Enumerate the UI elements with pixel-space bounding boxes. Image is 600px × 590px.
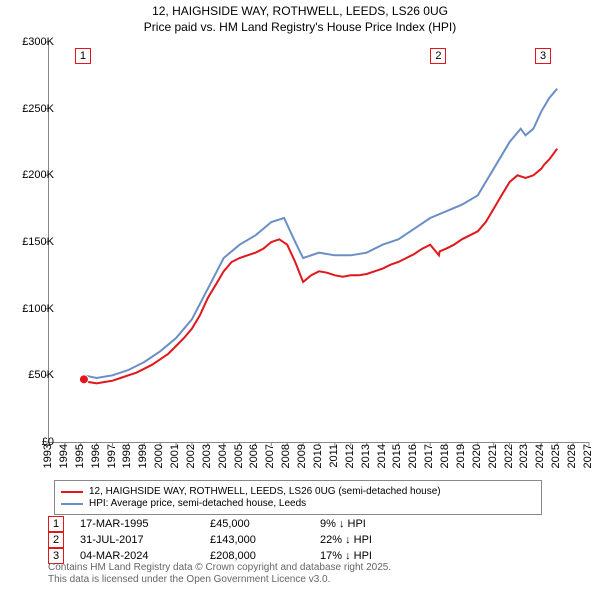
xtick-label: 2014: [376, 444, 388, 468]
legend-row-price: 12, HAIGHSIDE WAY, ROTHWELL, LEEDS, LS26…: [61, 486, 535, 497]
xtick-label: 2024: [534, 444, 546, 468]
title-line2: Price paid vs. HM Land Registry's House …: [0, 20, 600, 36]
chart-marker-1: 1: [75, 48, 91, 64]
xtick-label: 2019: [455, 444, 467, 468]
data-row-pct: 9% ↓ HPI: [320, 518, 366, 530]
xtick-label: 2003: [201, 444, 213, 468]
xtick-label: 2021: [487, 444, 499, 468]
xtick-label: 2002: [185, 444, 197, 468]
xtick-label: 2027: [582, 444, 594, 468]
xtick-label: 1995: [74, 444, 86, 468]
data-row-price: £208,000: [210, 550, 320, 562]
xtick-label: 2023: [518, 444, 530, 468]
footer: Contains HM Land Registry data © Crown c…: [48, 562, 391, 586]
xtick-label: 2025: [550, 444, 562, 468]
chart-marker-2: 2: [430, 48, 446, 64]
chart-area: [48, 42, 589, 443]
xtick-label: 2008: [280, 444, 292, 468]
xtick-label: 2015: [391, 444, 403, 468]
xtick-label: 2013: [360, 444, 372, 468]
legend-label-hpi: HPI: Average price, semi-detached house,…: [89, 498, 306, 509]
title-line1: 12, HAIGHSIDE WAY, ROTHWELL, LEEDS, LS26…: [0, 4, 600, 20]
ytick-label: £250K: [4, 103, 54, 115]
data-row-date: 04-MAR-2024: [80, 550, 210, 562]
xtick-label: 2011: [328, 444, 340, 468]
legend-swatch-price: [61, 491, 83, 493]
xtick-label: 2000: [153, 444, 165, 468]
xtick-label: 1994: [58, 444, 70, 468]
data-row-pct: 22% ↓ HPI: [320, 534, 372, 546]
data-row-2: 2 31-JUL-2017£143,00022% ↓ HPI: [48, 532, 372, 548]
xtick-label: 2001: [169, 444, 181, 468]
data-row-price: £143,000: [210, 534, 320, 546]
legend-swatch-hpi: [61, 503, 83, 505]
data-row-pct: 17% ↓ HPI: [320, 550, 372, 562]
title-block: 12, HAIGHSIDE WAY, ROTHWELL, LEEDS, LS26…: [0, 0, 600, 35]
xtick-label: 2006: [248, 444, 260, 468]
footer-line2: This data is licensed under the Open Gov…: [48, 574, 391, 586]
footer-line1: Contains HM Land Registry data © Crown c…: [48, 562, 391, 574]
xtick-label: 2012: [344, 444, 356, 468]
chart-marker-3: 3: [535, 48, 551, 64]
xtick-label: 1996: [90, 444, 102, 468]
legend: 12, HAIGHSIDE WAY, ROTHWELL, LEEDS, LS26…: [54, 480, 542, 515]
xtick-label: 1999: [137, 444, 149, 468]
data-row-marker: 2: [48, 532, 64, 548]
xtick-label: 2020: [471, 444, 483, 468]
ytick-label: £150K: [4, 236, 54, 248]
ytick-label: £200K: [4, 169, 54, 181]
data-row-price: £45,000: [210, 518, 320, 530]
xtick-label: 1993: [42, 444, 54, 468]
data-row-date: 31-JUL-2017: [80, 534, 210, 546]
ytick-label: £300K: [4, 36, 54, 48]
chart-svg: [49, 42, 589, 442]
legend-label-price: 12, HAIGHSIDE WAY, ROTHWELL, LEEDS, LS26…: [89, 486, 441, 497]
xtick-label: 2004: [217, 444, 229, 468]
ytick-label: £100K: [4, 303, 54, 315]
data-row-1: 1 17-MAR-1995£45,0009% ↓ HPI: [48, 516, 366, 532]
xtick-label: 2026: [566, 444, 578, 468]
xtick-label: 1997: [106, 444, 118, 468]
xtick-label: 2018: [439, 444, 451, 468]
chart-container: 12, HAIGHSIDE WAY, ROTHWELL, LEEDS, LS26…: [0, 0, 600, 590]
data-row-marker: 1: [48, 516, 64, 532]
xtick-label: 2016: [407, 444, 419, 468]
xtick-label: 1998: [121, 444, 133, 468]
data-row-date: 17-MAR-1995: [80, 518, 210, 530]
xtick-label: 2022: [503, 444, 515, 468]
xtick-label: 2010: [312, 444, 324, 468]
ytick-label: £50K: [4, 369, 54, 381]
legend-row-hpi: HPI: Average price, semi-detached house,…: [61, 498, 535, 509]
xtick-label: 2007: [264, 444, 276, 468]
xtick-label: 2005: [233, 444, 245, 468]
xtick-label: 2009: [296, 444, 308, 468]
xtick-label: 2017: [423, 444, 435, 468]
